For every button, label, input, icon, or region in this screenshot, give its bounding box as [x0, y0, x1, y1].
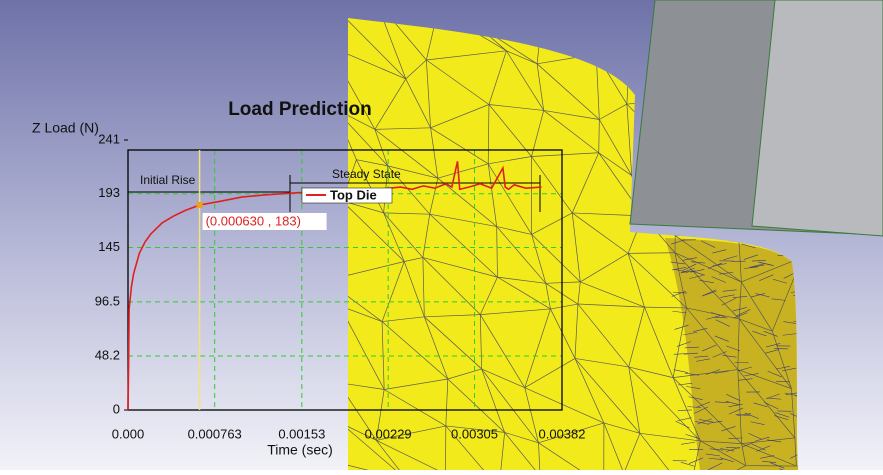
- annotation: Initial Rise: [140, 173, 196, 187]
- top-die-face: [752, 0, 883, 236]
- x-tick-label: 0.00229: [365, 426, 412, 441]
- x-tick-label: 0.000: [112, 426, 145, 441]
- cursor-label: (0.000630 , 183): [206, 213, 301, 228]
- cursor-point: [197, 202, 203, 208]
- x-tick-label: 0.00305: [451, 426, 498, 441]
- y-tick-label: 193: [98, 185, 120, 200]
- x-axis-label: Time (sec): [267, 442, 333, 458]
- x-tick-label: 0.00382: [539, 426, 586, 441]
- x-tick-label: 0.000763: [188, 426, 242, 441]
- y-axis-label: Z Load (N): [32, 120, 99, 136]
- y-tick-label: 241: [98, 131, 120, 146]
- chart-title: Load Prediction: [228, 99, 372, 120]
- y-tick-label: 145: [98, 239, 120, 254]
- x-tick-label: 0.00153: [278, 426, 325, 441]
- legend-label: Top Die: [330, 187, 377, 202]
- y-tick-label: 96.5: [95, 293, 120, 308]
- y-tick-label: 48.2: [95, 347, 120, 362]
- annotation: Steady State: [332, 167, 401, 181]
- y-tick-label: 0: [113, 401, 120, 416]
